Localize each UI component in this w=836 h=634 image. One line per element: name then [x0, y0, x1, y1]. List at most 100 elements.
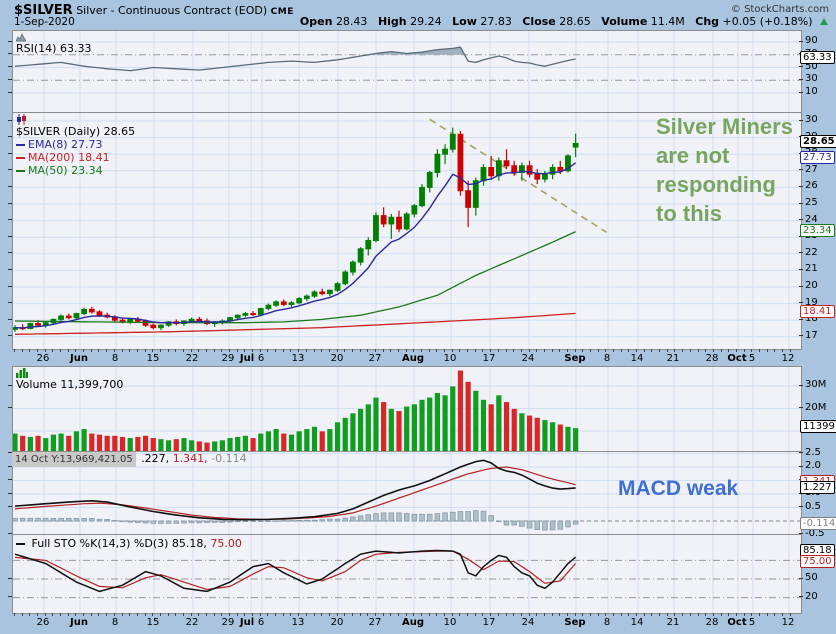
- minor-tick: [321, 349, 323, 352]
- minor-tick: [643, 613, 645, 616]
- minor-tick: [37, 613, 39, 616]
- macd-legend: 14 Oct Y:13,969,421.05 .227, 1.341, -0.1…: [12, 452, 247, 467]
- minor-tick: [67, 349, 69, 352]
- minor-tick: [44, 613, 46, 616]
- minor-tick: [106, 613, 108, 616]
- minor-tick: [505, 349, 507, 352]
- minor-tick: [259, 613, 261, 616]
- minor-tick: [520, 349, 522, 352]
- minor-tick: [566, 613, 568, 616]
- axis-tick: [799, 335, 803, 337]
- minor-tick: [198, 613, 200, 616]
- axis-tick: [799, 66, 803, 67]
- minor-tick: [428, 349, 430, 352]
- minor-tick: [198, 349, 200, 352]
- x-axis-label: 26: [36, 353, 50, 364]
- minor-tick: [543, 349, 545, 352]
- chg-label: Chg: [695, 15, 720, 28]
- x-axis-label: Jun: [70, 617, 88, 628]
- x-axis-label: 21: [666, 617, 680, 628]
- axis-tick: [8, 577, 12, 579]
- axis-tick: [799, 202, 803, 204]
- minor-tick: [444, 349, 446, 352]
- minor-tick: [582, 349, 584, 352]
- axis-tick-label: 18: [805, 313, 818, 325]
- axis-tick: [799, 465, 803, 467]
- axis-tick: [8, 407, 12, 408]
- x-axis-label: 8: [603, 353, 611, 364]
- minor-tick: [14, 613, 15, 616]
- axis-tick-label: 30: [805, 114, 818, 125]
- axis-tick: [799, 452, 803, 453]
- minor-tick: [67, 613, 69, 616]
- axis-tick-label: 26: [805, 180, 818, 192]
- minor-tick: [351, 613, 353, 616]
- low-value: 27.83: [480, 15, 512, 28]
- minor-tick: [559, 349, 561, 352]
- minor-tick: [574, 613, 576, 616]
- macd-hist-value: -0.114: [211, 452, 247, 465]
- ema-legend: EMA(8) 27.73: [28, 138, 103, 151]
- axis-tick-label: -0.5: [805, 527, 825, 539]
- x-axis-label: Jul: [239, 353, 255, 364]
- minor-tick: [83, 613, 85, 616]
- minor-tick: [305, 349, 307, 352]
- minor-tick: [113, 349, 115, 352]
- x-axis-label: 8: [111, 353, 119, 364]
- minor-tick: [275, 613, 277, 616]
- axis-tick-label: 30: [805, 73, 818, 85]
- quote-line: Open 28.43 High 29.24 Low 27.83 Close 28…: [293, 15, 828, 28]
- minor-tick: [244, 349, 246, 352]
- minor-tick: [735, 349, 737, 352]
- minor-tick: [559, 613, 561, 616]
- x-axis-label: 20: [330, 353, 344, 364]
- sto-legend-main: Full STO %K(14,3) %D(3) 85.18,: [31, 537, 207, 550]
- minor-tick: [52, 349, 54, 352]
- minor-tick: [167, 613, 169, 616]
- minor-tick: [590, 613, 591, 616]
- minor-tick: [351, 349, 353, 352]
- x-axis-label: 10: [443, 617, 457, 628]
- minor-tick: [689, 349, 691, 352]
- minor-tick: [398, 349, 399, 352]
- minor-tick: [720, 349, 722, 352]
- minor-tick: [467, 613, 469, 616]
- minor-tick: [152, 613, 154, 616]
- x-axis-label: 29: [221, 353, 235, 364]
- crosshair-tooltip: 14 Oct Y:13,969,421.05: [12, 452, 136, 467]
- minor-tick: [666, 349, 668, 352]
- minor-tick: [459, 613, 461, 616]
- x-axis-label: 22: [185, 353, 199, 364]
- minor-tick: [29, 349, 31, 352]
- minor-tick: [666, 613, 668, 616]
- minor-tick: [421, 613, 423, 616]
- minor-tick: [374, 349, 376, 352]
- minor-tick: [21, 349, 23, 352]
- axis-tick: [799, 577, 803, 579]
- axis-tick: [8, 596, 12, 598]
- current-value-box: 75.00: [800, 555, 835, 568]
- minor-tick: [298, 613, 300, 616]
- x-axis-label: 5: [748, 353, 756, 364]
- axis-tick-label: 10: [805, 86, 818, 97]
- axis-tick-label: 20: [805, 590, 818, 602]
- macd-signal-value: 1.341,: [172, 452, 208, 465]
- current-value-box: 63.33: [800, 51, 835, 64]
- axis-tick: [8, 219, 12, 221]
- axis-tick: [8, 202, 12, 204]
- minor-tick: [390, 613, 392, 616]
- axis-tick: [799, 169, 803, 171]
- minor-tick: [451, 349, 453, 352]
- x-axis-label: Oct: [727, 617, 747, 628]
- minor-tick: [75, 613, 77, 616]
- minor-tick: [121, 613, 123, 616]
- minor-tick: [482, 613, 484, 616]
- minor-tick: [520, 613, 522, 616]
- minor-tick: [344, 349, 346, 352]
- volume-label: Volume: [601, 15, 648, 28]
- symbol-name: Silver - Continuous Contract (EOD): [76, 4, 268, 17]
- minor-tick: [259, 349, 261, 352]
- x-axis-label: 14: [630, 353, 644, 364]
- minor-tick: [290, 613, 292, 616]
- axis-tick: [799, 40, 803, 42]
